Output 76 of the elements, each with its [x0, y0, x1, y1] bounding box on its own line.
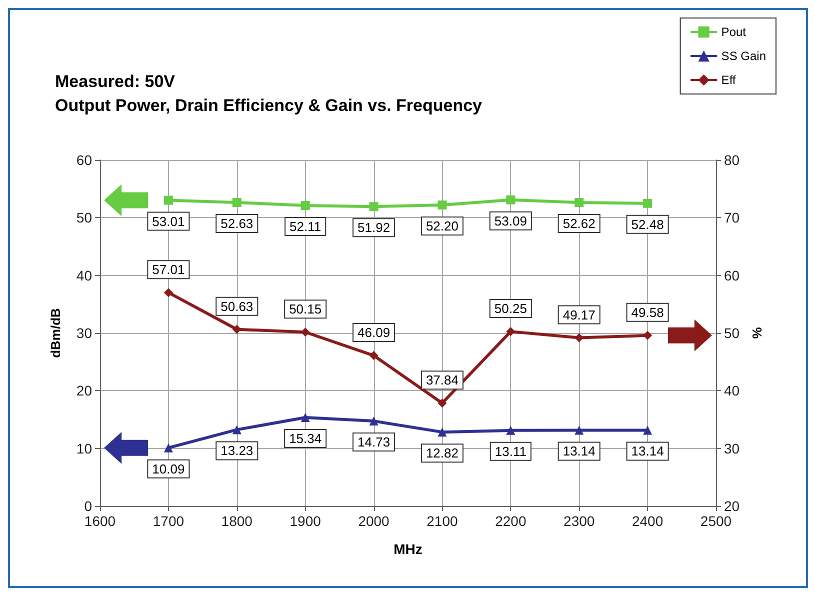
- y2-tick-label: 60: [724, 267, 740, 284]
- point: [506, 195, 516, 204]
- x-tick-label: 2200: [495, 513, 526, 529]
- x-tick-label: 2300: [564, 513, 595, 529]
- y-axis-title: dBm/dB: [48, 308, 63, 358]
- point: [643, 426, 652, 435]
- y2-tick-label: 40: [724, 382, 740, 399]
- y-tick-label: 20: [76, 382, 92, 399]
- data-label: 13.14: [631, 444, 664, 459]
- y2-tick-label: 80: [724, 152, 740, 168]
- point: [300, 413, 310, 422]
- point: [164, 288, 173, 298]
- data-label: 49.58: [631, 304, 664, 320]
- data-label: 52.62: [562, 216, 596, 232]
- data-label: 57.01: [152, 262, 185, 278]
- point: [438, 428, 447, 437]
- point: [232, 425, 242, 434]
- y-tick-label: 0: [84, 498, 92, 514]
- x-tick-label: 2000: [358, 513, 390, 529]
- point: [438, 200, 447, 210]
- y2-tick-label: 50: [724, 325, 740, 341]
- point: [369, 351, 378, 360]
- data-label: 14.73: [358, 434, 390, 450]
- y2-tick-label: 70: [724, 210, 740, 226]
- data-label: 53.09: [494, 213, 527, 228]
- x-tick-label: 1800: [221, 513, 253, 529]
- y-tick-label: 10: [76, 440, 92, 456]
- data-label: 50.25: [494, 301, 527, 316]
- data-label: 51.92: [358, 220, 390, 236]
- data-label: 50.63: [220, 298, 254, 314]
- y-tick-label: 50: [76, 210, 92, 226]
- point: [574, 198, 584, 208]
- y-tick-label: 30: [76, 325, 92, 341]
- y-tick-label: 60: [76, 152, 92, 168]
- y2-axis-title: %: [749, 326, 764, 339]
- x-tick-label: 2100: [426, 513, 458, 529]
- x-tick-label: 1700: [152, 513, 184, 529]
- data-label: 10.09: [152, 461, 185, 476]
- data-label: 13.14: [562, 444, 596, 459]
- point: [164, 443, 173, 452]
- point: [574, 426, 584, 435]
- point: [506, 426, 516, 435]
- data-label: 12.82: [426, 446, 458, 461]
- point: [232, 198, 242, 207]
- data-label: 52.20: [426, 218, 458, 234]
- legend-label: Eff: [721, 73, 736, 87]
- x-tick-label: 2400: [632, 513, 664, 529]
- data-label: 49.17: [562, 307, 596, 322]
- point: [643, 198, 652, 208]
- y2-tick-label: 30: [724, 440, 740, 456]
- data-label: 13.23: [220, 443, 254, 458]
- chart-subtitle: Output Power, Drain Efficiency & Gain vs. Frequency: [55, 96, 483, 115]
- data-label: 52.11: [290, 219, 322, 234]
- data-label: 53.01: [152, 214, 185, 229]
- point: [300, 201, 310, 210]
- x-tick-label: 1900: [290, 513, 322, 529]
- data-label: 46.09: [358, 325, 390, 340]
- chart-title: Measured: 50V: [55, 72, 176, 91]
- data-label: 52.48: [631, 216, 664, 232]
- point: [506, 327, 516, 336]
- point: [369, 202, 378, 212]
- x-tick-label: 1600: [84, 513, 116, 529]
- data-label: 52.63: [220, 216, 254, 231]
- data-label: 13.11: [494, 444, 526, 459]
- data-label: 15.34: [289, 431, 322, 446]
- y2-tick-label: 20: [724, 498, 740, 514]
- x-axis-title: MHz: [394, 541, 422, 557]
- point: [369, 416, 378, 426]
- legend-label: Pout: [721, 25, 747, 39]
- point: [438, 398, 447, 408]
- data-label: 50.15: [289, 302, 322, 317]
- x-tick-label: 2500: [700, 513, 732, 529]
- y-tick-label: 40: [76, 267, 92, 284]
- legend-label: SS Gain: [721, 49, 766, 63]
- point: [164, 196, 173, 205]
- data-label: 37.84: [426, 372, 458, 388]
